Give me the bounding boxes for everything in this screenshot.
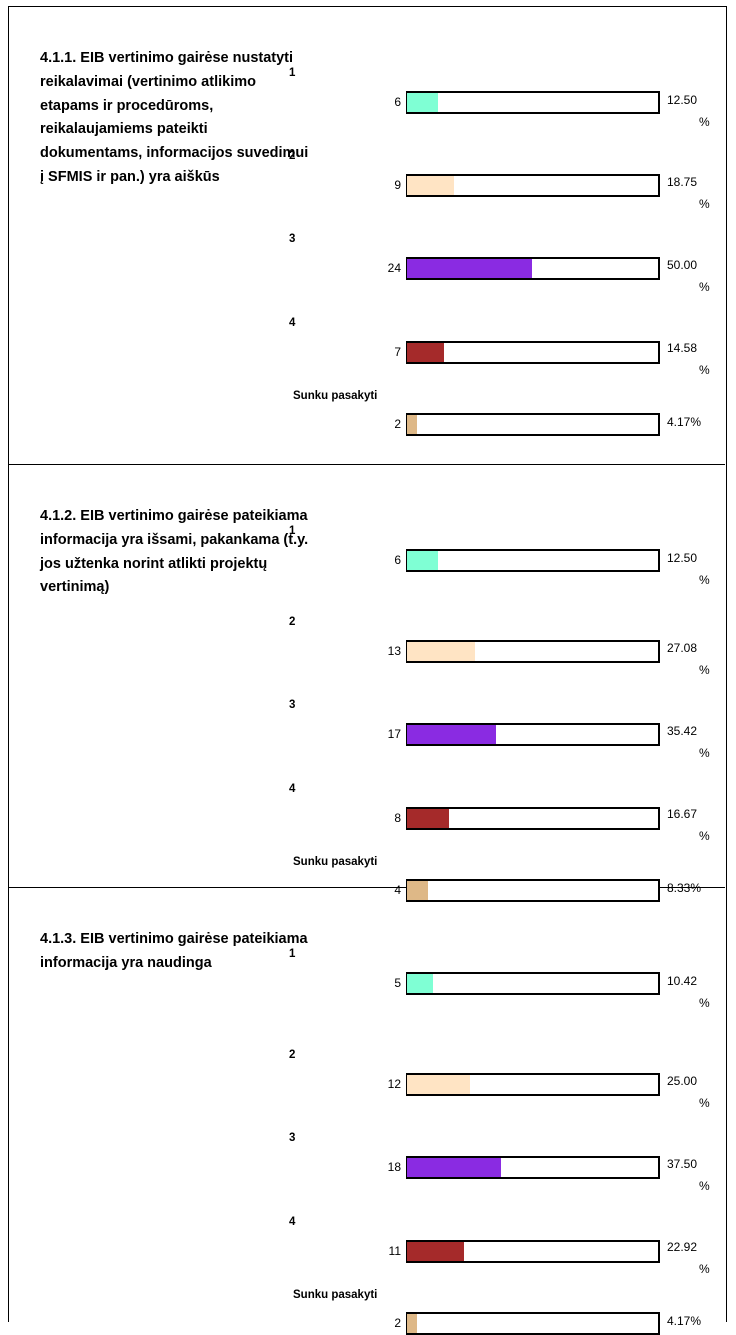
question-section-1: 4.1.1. EIB vertinimo gairėse nustatyti r… — [9, 7, 725, 465]
bar-fill — [407, 93, 439, 112]
percent-label: 12.50 — [667, 551, 698, 565]
percent-label: % — [699, 363, 710, 377]
percent-label: 8.33% — [667, 881, 702, 895]
bar-track — [406, 1312, 660, 1335]
bar-fill — [407, 551, 439, 570]
bar-fill — [407, 176, 454, 195]
count-label: 7 — [394, 345, 401, 359]
count-label: 12 — [387, 1077, 401, 1091]
bar-fill — [407, 415, 418, 434]
percent-label: 37.50 — [667, 1157, 698, 1171]
percent-label: 10.42 — [667, 974, 698, 988]
category-label: 2 — [289, 1049, 296, 1061]
category-label: 3 — [289, 699, 296, 711]
count-label: 9 — [394, 178, 401, 192]
bar-track — [406, 807, 660, 830]
bar-track — [406, 174, 660, 197]
question-text: 4.1.2. EIB vertinimo gairėse pateikiama … — [40, 508, 309, 596]
bar-fill — [407, 725, 496, 744]
question-text: 4.1.1. EIB vertinimo gairėse nustatyti r… — [40, 50, 309, 185]
bar-track — [406, 549, 660, 572]
bar-track — [406, 972, 660, 995]
bar-track — [406, 91, 660, 114]
category-label: 3 — [289, 233, 296, 245]
percent-label: 18.75 — [667, 175, 698, 189]
count-label: 24 — [387, 261, 401, 275]
bar-fill — [407, 1314, 418, 1333]
percent-label: 14.58 — [667, 341, 698, 355]
percent-label: % — [699, 197, 710, 211]
category-label: 1 — [289, 948, 296, 960]
category-label: 2 — [289, 616, 296, 628]
count-label: 6 — [394, 95, 401, 109]
percent-label: % — [699, 663, 710, 677]
percent-label: % — [699, 1179, 710, 1193]
bar-fill — [407, 809, 449, 828]
question-section-3: 4.1.3. EIB vertinimo gairėse pateikiama … — [9, 888, 725, 1335]
percent-label: 12.50 — [667, 93, 698, 107]
category-label: 1 — [289, 67, 296, 79]
count-label: 17 — [387, 727, 401, 741]
bar-fill — [407, 259, 533, 278]
percent-label: % — [699, 829, 710, 843]
bar-track — [406, 1240, 660, 1263]
question-text: 4.1.3. EIB vertinimo gairėse pateikiama … — [40, 931, 308, 971]
percent-label: 25.00 — [667, 1074, 698, 1088]
bar-fill — [407, 1242, 465, 1261]
bar-fill — [407, 1075, 470, 1094]
question-section-2: 4.1.2. EIB vertinimo gairėse pateikiama … — [9, 465, 725, 902]
percent-label: % — [699, 746, 710, 760]
bar-track — [406, 341, 660, 364]
percent-label: 4.17% — [667, 1314, 702, 1328]
category-label: Sunku pasakyti — [293, 390, 378, 402]
bar-track — [406, 723, 660, 746]
survey-chart-frame: 4.1.1. EIB vertinimo gairėse nustatyti r… — [8, 6, 727, 1335]
count-label: 4 — [394, 883, 401, 897]
percent-label: 16.67 — [667, 807, 698, 821]
category-label: 1 — [289, 525, 296, 537]
percent-label: % — [699, 996, 710, 1010]
bar-track — [406, 1156, 660, 1179]
category-label: 4 — [289, 1216, 296, 1228]
bar-fill — [407, 343, 444, 362]
count-label: 18 — [387, 1160, 401, 1174]
category-label: Sunku pasakyti — [293, 856, 378, 868]
category-label: 3 — [289, 1132, 296, 1144]
category-label: 4 — [289, 317, 296, 329]
bar-track — [406, 257, 660, 280]
percent-label: % — [699, 280, 710, 294]
count-label: 11 — [388, 1244, 401, 1258]
count-label: 8 — [394, 811, 401, 825]
percent-label: 27.08 — [667, 641, 698, 655]
bar-track — [406, 640, 660, 663]
percent-label: % — [699, 115, 710, 129]
percent-label: 22.92 — [667, 1240, 698, 1254]
percent-label: % — [699, 1262, 710, 1276]
count-label: 5 — [394, 976, 401, 990]
count-label: 6 — [394, 553, 401, 567]
bar-fill — [407, 1158, 501, 1177]
count-label: 13 — [387, 644, 401, 658]
bar-fill — [407, 642, 475, 661]
category-label: Sunku pasakyti — [293, 1289, 378, 1301]
bar-track — [406, 879, 660, 902]
percent-label: 50.00 — [667, 258, 698, 272]
percent-label: % — [699, 573, 710, 587]
category-label: 4 — [289, 783, 296, 795]
count-label: 2 — [394, 1316, 401, 1330]
percent-label: 4.17% — [667, 415, 702, 429]
percent-label: % — [699, 1096, 710, 1110]
bar-fill — [407, 881, 428, 900]
bar-fill — [407, 974, 434, 993]
category-label: 2 — [289, 150, 296, 162]
bar-track — [406, 413, 660, 436]
bar-track — [406, 1073, 660, 1096]
count-label: 2 — [394, 417, 401, 431]
percent-label: 35.42 — [667, 724, 698, 738]
